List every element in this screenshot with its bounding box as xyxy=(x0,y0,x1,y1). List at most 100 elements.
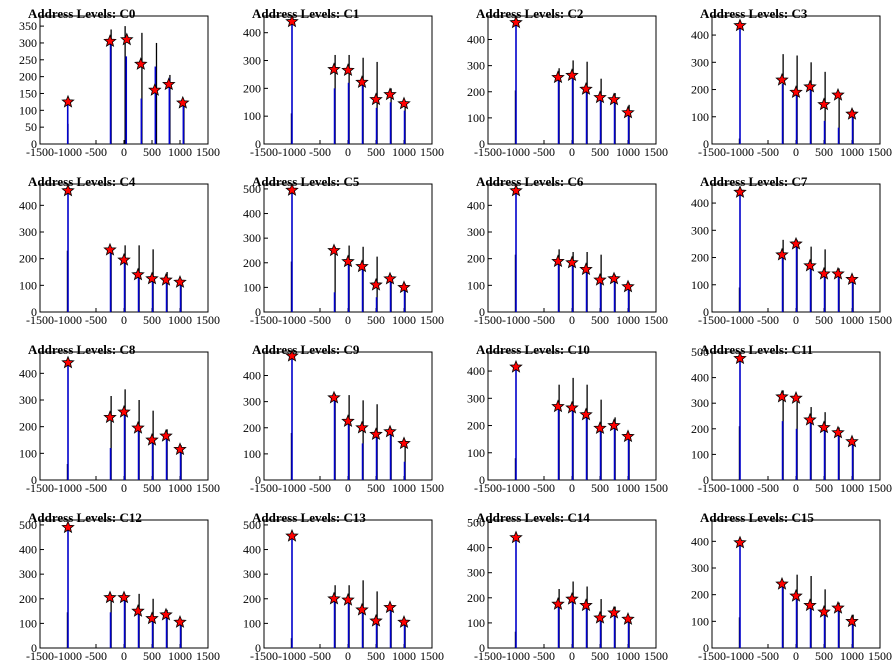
chart-panel: 0 100 200 300 400 -1500 -1000 -500 0 500 1000 1500 A… xyxy=(224,0,448,168)
y-tick-label: 200 xyxy=(19,420,37,434)
peak-star-marker xyxy=(120,32,134,46)
y-tick-label: 400 xyxy=(243,26,261,40)
x-tick-label: 0 xyxy=(569,481,575,495)
chart-panel: 0 100 200 300 400 -1500 -1000 -500 0 500 1000 1500 A… xyxy=(672,168,896,336)
peak-star-marker xyxy=(817,420,831,434)
x-tick-label: 1500 xyxy=(420,481,444,495)
x-tick-label: -500 xyxy=(757,649,779,663)
peak-star-marker xyxy=(551,399,565,413)
y-tick-label: 400 xyxy=(243,207,261,221)
y-tick-label: 100 xyxy=(243,109,261,123)
x-tick-label: -1000 xyxy=(278,145,306,159)
x-tick-label: -500 xyxy=(533,481,555,495)
x-tick-label: 500 xyxy=(367,313,385,327)
y-tick-label: 300 xyxy=(243,567,261,581)
x-tick-label: -1000 xyxy=(278,481,306,495)
peak-star-marker xyxy=(775,389,789,403)
x-tick-label: 1500 xyxy=(868,145,892,159)
peak-star-marker xyxy=(565,591,579,605)
peak-star-marker xyxy=(61,520,75,534)
peak-star-marker xyxy=(173,442,187,456)
chart-title: Address Levels: C5 xyxy=(252,174,360,189)
peak-star-marker xyxy=(355,420,369,434)
y-tick-label: 300 xyxy=(243,54,261,68)
y-tick-label: 200 xyxy=(243,256,261,270)
peak-star-marker xyxy=(355,602,369,616)
y-tick-label: 300 xyxy=(19,225,37,239)
y-tick-label: 100 xyxy=(467,616,485,630)
chart-svg: 0 100 200 300 400 -1500 -1000 -500 0 500 1000 1500 xyxy=(243,14,444,159)
y-tick-label: 300 xyxy=(19,36,37,50)
x-tick-label: 1500 xyxy=(420,313,444,327)
y-tick-label: 300 xyxy=(691,55,709,69)
peak-star-marker xyxy=(593,610,607,624)
y-tick-label: 400 xyxy=(467,364,485,378)
peak-star-marker xyxy=(103,590,117,604)
y-tick-label: 400 xyxy=(243,543,261,557)
x-tick-label: 500 xyxy=(815,313,833,327)
x-tick-label: 1500 xyxy=(644,481,668,495)
peak-star-marker xyxy=(159,272,173,286)
chart-title: Address Levels: C3 xyxy=(700,6,808,21)
y-tick-label: 300 xyxy=(467,59,485,73)
peak-star-marker xyxy=(621,105,635,119)
chart-svg: 0 50 100 150 200 250 300 350 -1500 -1000 -500 0 500 1… xyxy=(19,15,220,159)
y-tick-label: 400 xyxy=(19,543,37,557)
x-tick-label: -1000 xyxy=(278,313,306,327)
peak-star-marker xyxy=(341,63,355,76)
chart-panel: 0 100 200 300 400 -1500 -1000 -500 0 500 1000 1500 A… xyxy=(0,168,224,336)
x-tick-label: 0 xyxy=(121,649,127,663)
y-tick-label: 200 xyxy=(691,422,709,436)
y-tick-label: 200 xyxy=(467,591,485,605)
x-tick-label: -1000 xyxy=(278,649,306,663)
x-tick-label: -1000 xyxy=(502,313,530,327)
y-tick-label: 300 xyxy=(19,567,37,581)
x-tick-label: -1500 xyxy=(474,481,502,495)
chart-panel: 0 100 200 300 400 500 -1500 -1000 -500 0 500 1000 15… xyxy=(224,504,448,672)
peak-star-marker xyxy=(117,252,131,266)
y-tick-label: 400 xyxy=(467,541,485,555)
peak-star-marker xyxy=(775,72,789,86)
x-tick-label: -500 xyxy=(85,145,107,159)
peak-star-marker xyxy=(733,185,747,198)
chart-title: Address Levels: C9 xyxy=(252,342,360,357)
x-tick-label: -1500 xyxy=(250,481,278,495)
peak-star-marker xyxy=(593,421,607,434)
peak-star-marker xyxy=(551,596,565,610)
x-tick-label: -1000 xyxy=(502,145,530,159)
y-tick-label: 100 xyxy=(243,616,261,630)
x-tick-label: -1500 xyxy=(474,313,502,327)
peak-star-marker xyxy=(383,424,397,438)
peak-star-marker xyxy=(551,70,565,84)
y-tick-label: 200 xyxy=(243,421,261,435)
chart-title: Address Levels: C13 xyxy=(252,510,366,525)
chart-panel: 0 100 200 300 400 -1500 -1000 -500 0 500 1000 1500 A… xyxy=(672,504,896,672)
peak-star-marker xyxy=(285,528,299,542)
y-tick-label: 200 xyxy=(467,252,485,266)
peak-star-marker xyxy=(285,14,299,28)
y-tick-label: 250 xyxy=(19,53,37,67)
y-tick-label: 0 xyxy=(31,473,37,487)
peak-star-marker xyxy=(845,434,859,448)
y-tick-label: 0 xyxy=(703,473,709,487)
peak-star-marker xyxy=(131,420,145,434)
x-tick-label: -1500 xyxy=(26,313,54,327)
peak-star-marker xyxy=(369,613,383,627)
peak-star-marker xyxy=(173,275,187,288)
x-tick-label: -1000 xyxy=(726,145,754,159)
chart-title: Address Levels: C1 xyxy=(252,6,360,21)
x-tick-label: -500 xyxy=(757,313,779,327)
x-tick-label: -1500 xyxy=(250,649,278,663)
peak-star-marker xyxy=(509,530,523,544)
y-tick-label: 500 xyxy=(19,518,37,532)
y-tick-label: 200 xyxy=(467,85,485,99)
y-tick-label: 0 xyxy=(703,641,709,655)
x-tick-label: 1500 xyxy=(196,313,220,327)
x-tick-label: 0 xyxy=(793,481,799,495)
y-tick-label: 200 xyxy=(19,252,37,266)
y-tick-label: 100 xyxy=(691,447,709,461)
peak-star-marker xyxy=(117,404,131,418)
chart-svg: 0 100 200 300 400 500 -1500 -1000 -500 0 500 1000 15… xyxy=(467,516,668,663)
x-tick-label: -1500 xyxy=(26,649,54,663)
peak-star-marker xyxy=(383,87,397,101)
